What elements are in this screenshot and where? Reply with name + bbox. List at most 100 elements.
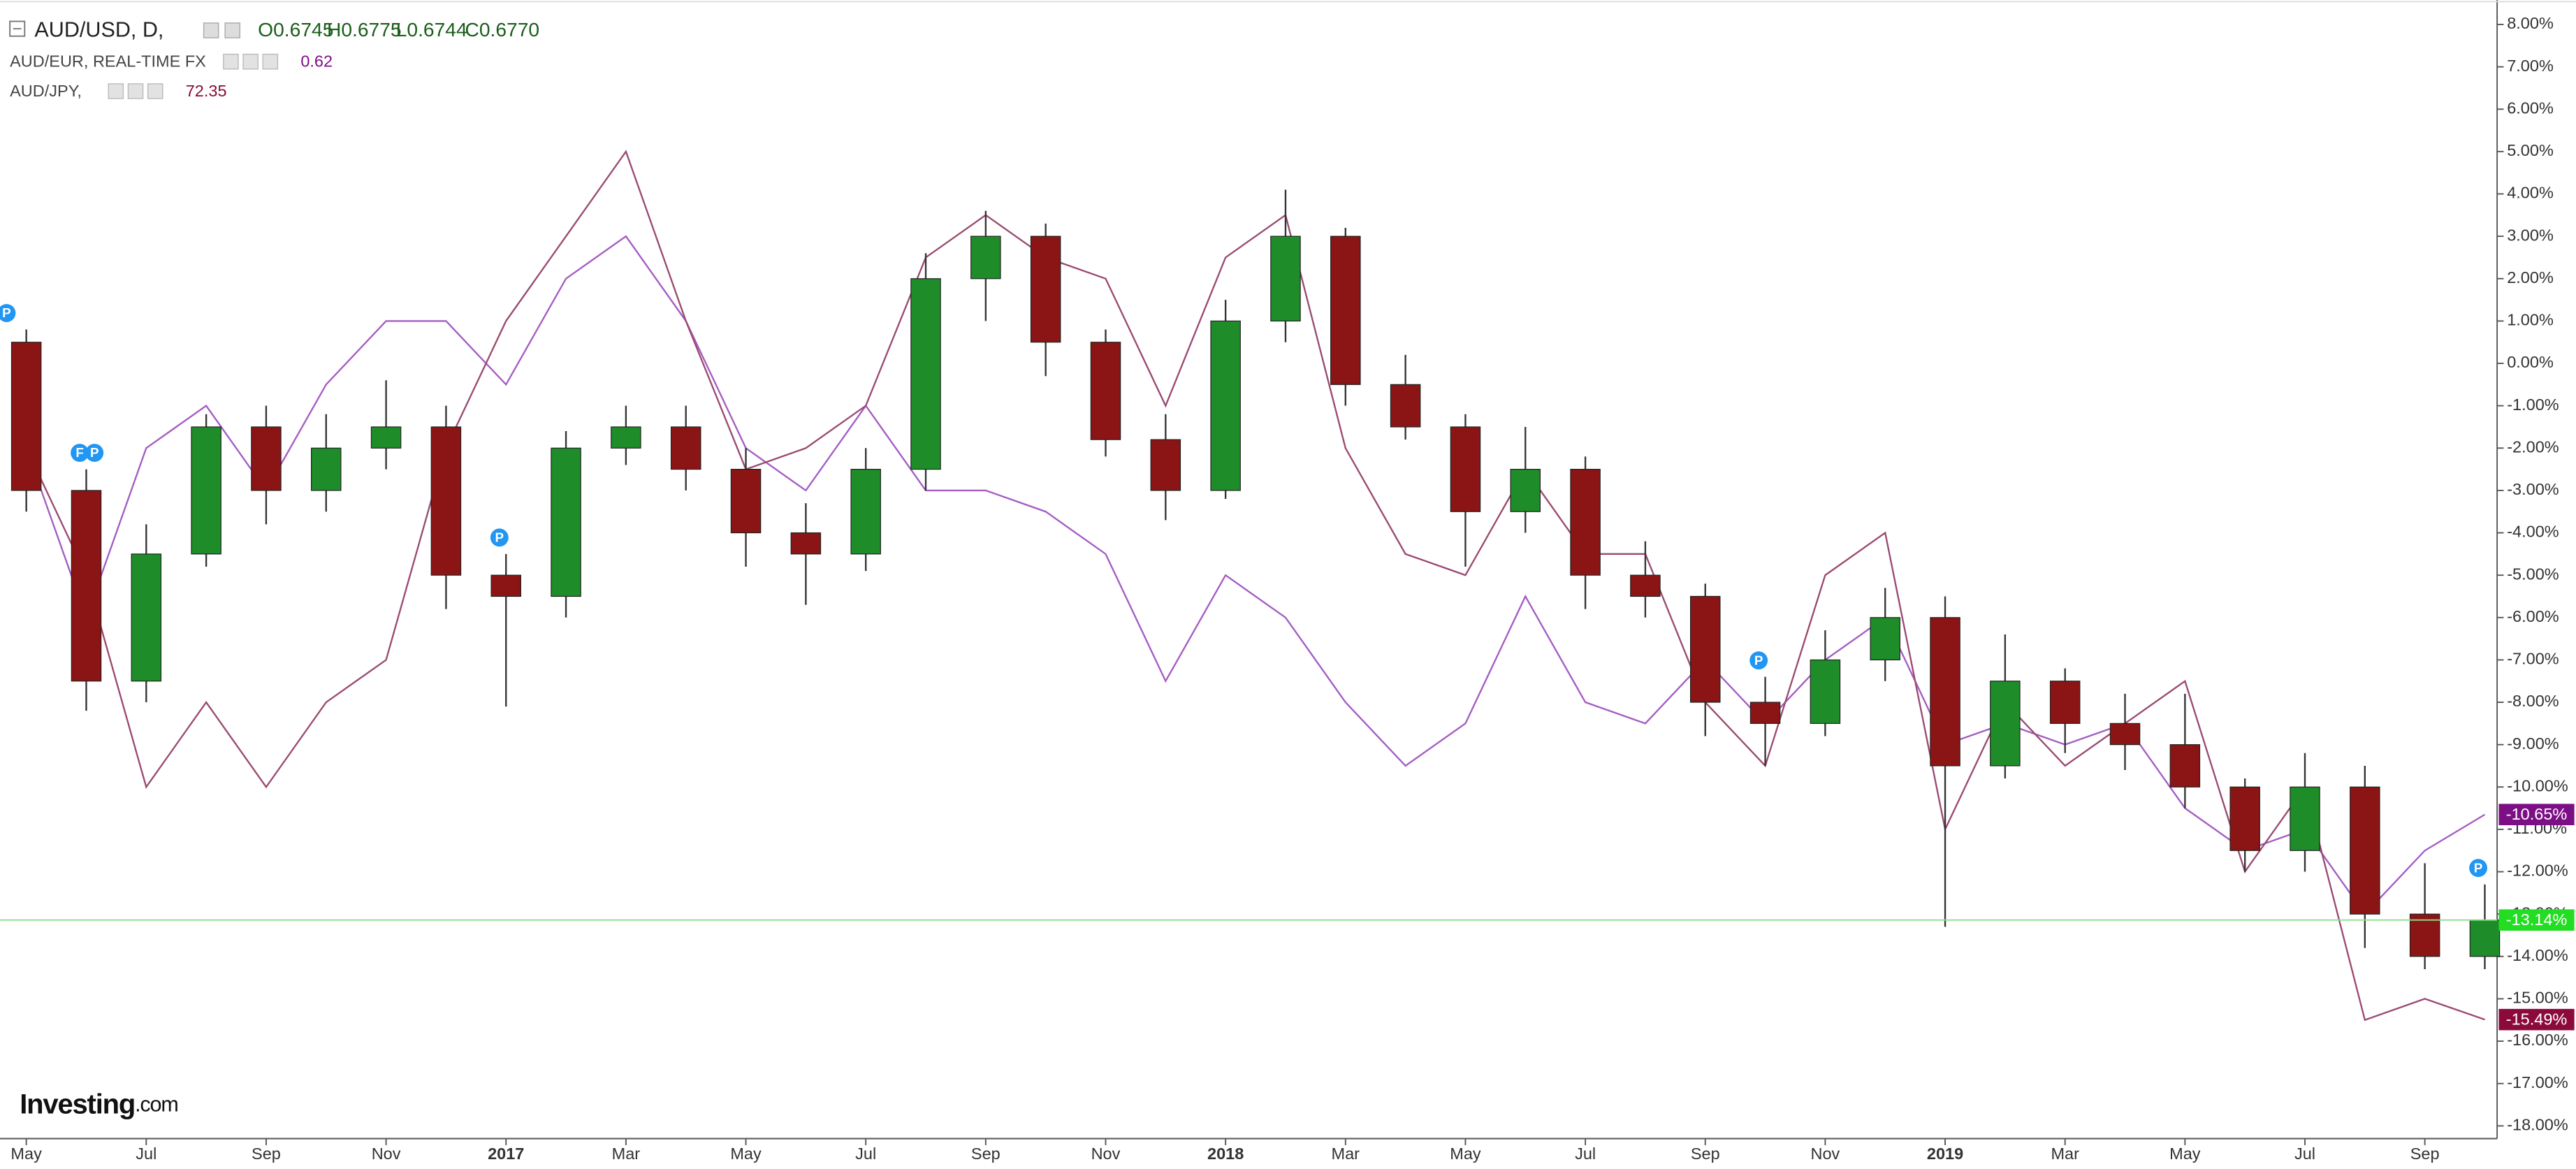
x-tick-label: Mar — [1332, 1145, 1360, 1163]
candle-body — [2229, 786, 2260, 851]
y-tick-label: -17.00% — [2507, 1073, 2568, 1091]
settings-icon — [224, 22, 241, 38]
y-tick-label: -8.00% — [2507, 692, 2559, 710]
x-tick-label: 2018 — [1207, 1145, 1244, 1163]
candle-body — [2049, 681, 2081, 724]
x-tick-label: Mar — [612, 1145, 641, 1163]
x-tick-label: Nov — [1810, 1145, 1840, 1163]
candle-body — [850, 469, 881, 555]
event-label: F — [75, 445, 83, 460]
x-tick-label: May — [1450, 1145, 1481, 1163]
candle-body — [970, 235, 1001, 279]
candle-body — [551, 447, 581, 597]
y-tick-label: 3.00% — [2507, 226, 2554, 244]
candle-body — [670, 426, 701, 470]
x-tick-label: Sep — [1691, 1145, 1720, 1163]
event-marker — [71, 444, 89, 463]
candle-body — [430, 426, 462, 576]
candle-body — [2169, 744, 2201, 787]
event-marker — [2469, 859, 2488, 878]
overlay-name: AUD/EUR, REAL-TIME FX — [10, 52, 206, 71]
candle-body — [131, 553, 162, 682]
y-tick-label: -18.00% — [2507, 1116, 2568, 1134]
overlay-legend: AUD/EUR, REAL-TIME FX 0.62 AUD/JPY, 72.35 — [10, 52, 333, 100]
candle-body — [2469, 920, 2501, 957]
candle-body — [1810, 659, 1841, 724]
candle-body — [1990, 681, 2021, 767]
candle-body — [1689, 595, 1721, 703]
x-tick-label: Jul — [1575, 1145, 1596, 1163]
price-badge — [2498, 1008, 2575, 1031]
candle-body — [910, 278, 941, 470]
event-marker — [85, 444, 104, 463]
price-badge-label: -15.49% — [2506, 1010, 2568, 1029]
x-tick-label: Sep — [252, 1145, 281, 1163]
y-tick-label: -5.00% — [2507, 565, 2559, 583]
event-label: P — [2, 305, 11, 320]
candle-body — [730, 469, 762, 534]
y-tick-label: -16.00% — [2507, 1031, 2568, 1049]
candle-body — [2350, 786, 2380, 915]
y-tick-label: -10.00% — [2507, 777, 2568, 795]
overlay-quote: 72.35 — [186, 82, 227, 100]
y-tick-label: 7.00% — [2507, 57, 2554, 75]
candle-body — [1390, 384, 1421, 428]
y-tick-label: -1.00% — [2507, 395, 2559, 414]
candle-body — [191, 426, 221, 555]
x-tick-label: May — [10, 1145, 42, 1163]
y-tick-label: -14.00% — [2507, 946, 2568, 964]
ohlc-value: H0.6775 — [327, 18, 402, 41]
x-tick-label: Sep — [971, 1145, 1000, 1163]
x-tick-label: May — [2169, 1145, 2201, 1163]
event-marker — [490, 528, 509, 547]
candle-body — [2290, 786, 2320, 851]
candle-body — [251, 426, 282, 491]
candle-body — [1030, 235, 1061, 343]
y-tick-label: -3.00% — [2507, 480, 2559, 498]
x-tick-label: Mar — [2051, 1145, 2079, 1163]
brand-suffix: .com — [135, 1093, 178, 1117]
candle-body — [1330, 235, 1361, 385]
y-tick-label: -9.00% — [2507, 734, 2559, 753]
brand-logo: Investing.com — [20, 1089, 177, 1119]
candle-body — [790, 532, 822, 555]
event-label: P — [2474, 860, 2483, 875]
y-tick-label: -4.00% — [2507, 523, 2559, 541]
overlay-icon — [147, 83, 163, 99]
y-tick-label: -15.00% — [2507, 989, 2568, 1007]
y-tick-label: 8.00% — [2507, 14, 2554, 32]
settings-icon — [203, 22, 219, 38]
price-badge — [2498, 804, 2575, 825]
x-tick-label: Nov — [1091, 1145, 1121, 1163]
x-tick-label: Sep — [2410, 1145, 2440, 1163]
overlay-icon — [127, 83, 144, 99]
event-marker — [0, 304, 16, 322]
candle-body — [370, 426, 402, 449]
x-tick-label: 2017 — [488, 1145, 524, 1163]
y-tick-label: 6.00% — [2507, 99, 2554, 117]
y-tick-label: -12.00% — [2507, 862, 2568, 880]
ohlc-value: L0.6744 — [396, 18, 467, 41]
ohlc-value: O0.6745 — [258, 18, 333, 41]
overlay-quote: 0.62 — [300, 52, 333, 71]
candle-body — [2109, 723, 2141, 746]
collapse-button[interactable] — [9, 20, 26, 37]
price-badge-label: -13.14% — [2506, 910, 2568, 929]
event-label: P — [90, 445, 99, 460]
event-marker — [1749, 651, 1768, 670]
candle-body — [1270, 235, 1301, 321]
y-tick-label: -6.00% — [2507, 607, 2559, 625]
overlay-icon — [242, 53, 259, 70]
y-tick-label: 2.00% — [2507, 268, 2554, 286]
y-tick-label: 5.00% — [2507, 141, 2554, 159]
price-badge-label: -10.65% — [2506, 805, 2568, 823]
candle-body — [1870, 617, 1900, 661]
x-tick-label: 2019 — [1927, 1145, 1963, 1163]
candle-body — [1090, 342, 1121, 440]
y-tick-label: 1.00% — [2507, 311, 2554, 329]
candle-body — [611, 426, 641, 449]
candle-body — [1210, 320, 1241, 491]
candle-body — [1450, 426, 1481, 512]
candle-body — [2409, 913, 2440, 957]
